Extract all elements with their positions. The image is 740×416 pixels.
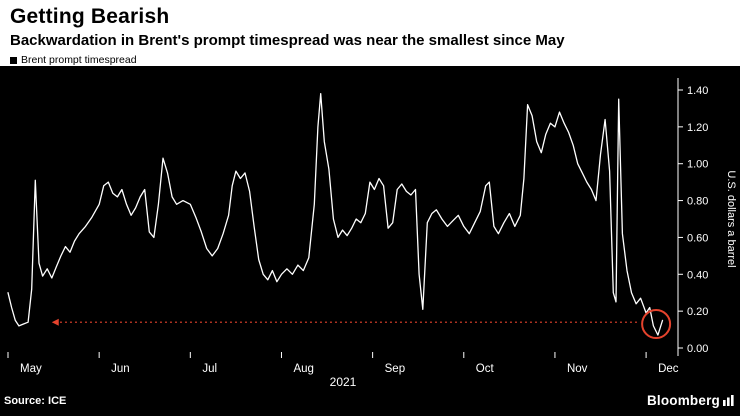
x-tick-label: Jun (111, 363, 130, 375)
source-label: Source: ICE (4, 394, 67, 407)
y-tick-label: 0.40 (687, 269, 708, 281)
timespread-line-chart: 0.00 0.20 0.40 0.60 0.80 1.00 1.20 1.40 May Jun Ju… (7, 78, 737, 389)
legend-label: Brent prompt timespread (21, 54, 137, 67)
x-tick-label: Nov (567, 363, 588, 375)
chart-subtitle: Backwardation in Brent's prompt timespre… (10, 32, 565, 50)
x-tick-label: Oct (476, 363, 495, 375)
y-tick-label: 0.60 (687, 232, 708, 244)
chart-header: Getting Bearish Backwardation in Brent's… (0, 0, 740, 66)
bloomberg-wordmark: Bloomberg (646, 393, 720, 408)
y-tick-label: 0.00 (687, 343, 708, 355)
y-tick-label: 1.40 (687, 85, 708, 97)
chart-area: 0.00 0.20 0.40 0.60 0.80 1.00 1.20 1.40 May Jun Ju… (0, 66, 740, 390)
x-tick-label: Aug (293, 363, 313, 375)
x-tick-label: May (20, 363, 42, 375)
legend-square-marker (10, 56, 17, 64)
x-tick-label: Dec (658, 363, 679, 375)
trend-arrow-head (51, 318, 59, 326)
y-tick-label: 0.20 (687, 306, 708, 318)
highlight-circle-annotation (641, 309, 672, 340)
bloomberg-bars-icon (723, 395, 734, 406)
bloomberg-logo: Bloomberg (647, 393, 734, 408)
x-tick-label: Sep (385, 363, 405, 375)
chart-title: Getting Bearish (10, 5, 170, 28)
y-axis-title: U.S. dollars a barrel (725, 170, 737, 267)
chart-legend: Brent prompt timespread (10, 54, 730, 66)
y-tick-label: 1.00 (687, 159, 708, 171)
footer: Source: ICE Bloomberg (0, 390, 740, 416)
x-axis-year-label: 2021 (330, 375, 357, 389)
y-tick-label: 1.20 (687, 122, 708, 134)
timespread-series-line (7, 93, 664, 336)
x-tick-label: Jul (202, 363, 217, 375)
y-tick-label: 0.80 (687, 196, 708, 208)
